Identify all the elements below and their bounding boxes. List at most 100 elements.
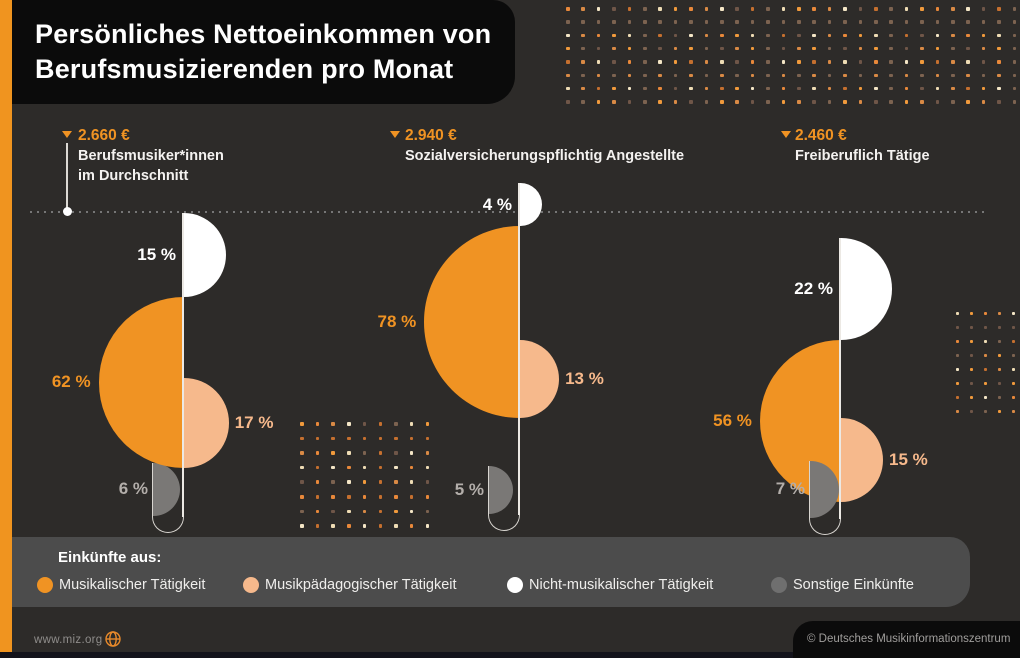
dot-pattern-mid-right: [956, 396, 959, 399]
dot-pattern-top-right: [581, 7, 585, 11]
dot-pattern-mid-left: [300, 422, 304, 426]
pct-label-musikalischer-t-tigkeit: 78 %: [377, 312, 417, 332]
dot-pattern-top-right: [612, 7, 616, 11]
dot-pattern-top-right: [889, 73, 893, 77]
dot-pattern-top-right: [874, 60, 878, 64]
dot-pattern-mid-left: [362, 480, 367, 484]
page-title: Persönliches Nettoeinkommen von Berufsmus…: [35, 19, 492, 84]
dot-pattern-top-right: [720, 33, 724, 38]
dot-pattern-top-right: [920, 86, 924, 91]
dot-pattern-mid-left: [331, 524, 335, 528]
dot-pattern-mid-right: [984, 382, 987, 385]
dot-pattern-top-right: [812, 7, 816, 11]
dot-pattern-top-right: [981, 86, 986, 91]
dot-pattern-mid-right: [998, 396, 1001, 399]
dot-pattern-top-right: [843, 100, 847, 104]
dot-pattern-top-right: [889, 46, 893, 51]
dot-pattern-top-right: [997, 73, 1001, 77]
dot-pattern-mid-right: [984, 410, 987, 413]
dot-pattern-top-right: [935, 20, 940, 24]
dot-pattern-top-right: [1012, 60, 1017, 64]
dot-pattern-top-right: [627, 100, 632, 104]
average-income-dotted-line: [30, 211, 988, 213]
legend-title: Einkünfte aus:: [58, 549, 162, 566]
dot-pattern-top-right: [966, 7, 970, 11]
dot-pattern-top-right: [797, 100, 801, 104]
dot-pattern-top-right: [658, 73, 662, 77]
dot-pattern-top-right: [735, 86, 739, 91]
dot-pattern-mid-left: [394, 509, 398, 514]
dot-pattern-top-right: [889, 7, 893, 11]
footer-website-link[interactable]: www.miz.org: [34, 634, 103, 646]
dot-pattern-mid-left: [347, 495, 351, 499]
dot-pattern-mid-left: [409, 495, 414, 499]
dot-pattern-mid-left: [300, 451, 304, 455]
dot-pattern-top-right: [643, 73, 647, 77]
dot-pattern-mid-left: [315, 422, 320, 426]
note-tube-outline: [152, 462, 184, 533]
dot-pattern-top-right: [904, 20, 909, 24]
dot-pattern-top-right: [889, 60, 893, 64]
dot-pattern-top-right: [843, 20, 847, 24]
note-stem: [182, 213, 184, 517]
dot-pattern-top-right: [904, 7, 909, 11]
dot-pattern-top-right: [920, 20, 924, 24]
dot-pattern-top-right: [1012, 100, 1017, 104]
dot-pattern-mid-left: [378, 480, 382, 484]
left-accent-strip: [0, 0, 12, 652]
dot-pattern-top-right: [997, 20, 1001, 24]
dot-pattern-top-right: [812, 33, 816, 38]
dot-pattern-top-right: [612, 46, 616, 51]
group-average-value: 2.660 €: [78, 127, 130, 144]
dot-pattern-mid-left: [347, 524, 351, 528]
dot-pattern-top-right: [612, 20, 616, 24]
segment-nicht-musikalischer-t-tigkeit: [520, 183, 542, 227]
dot-pattern-mid-right: [1012, 368, 1015, 371]
pct-label-nicht-musikalischer-t-tigkeit: 15 %: [137, 245, 176, 264]
dot-pattern-top-right: [766, 20, 770, 24]
dot-pattern-top-right: [1012, 33, 1017, 38]
pct-label-musikp-dagogischer-t-tigkeit: 13 %: [565, 368, 604, 388]
dot-pattern-mid-right: [970, 382, 973, 385]
dot-pattern-top-right: [566, 7, 570, 11]
dot-pattern-top-right: [966, 60, 970, 64]
dot-pattern-mid-left: [409, 524, 414, 528]
dot-pattern-top-right: [566, 73, 570, 77]
dot-pattern-mid-left: [362, 509, 367, 514]
dot-pattern-mid-left: [425, 509, 430, 514]
dot-pattern-top-right: [673, 20, 678, 24]
dot-pattern-top-right: [673, 46, 678, 51]
dot-pattern-top-right: [843, 60, 847, 64]
dot-pattern-top-right: [643, 100, 647, 104]
dot-pattern-mid-left: [378, 495, 382, 499]
dot-pattern-mid-left: [409, 480, 414, 484]
dot-pattern-mid-left: [362, 495, 367, 499]
dot-pattern-top-right: [689, 86, 693, 91]
legend-dot-sonstige-eink-nfte: [771, 577, 787, 593]
dot-pattern-top-right: [827, 100, 832, 104]
dot-pattern-top-right: [874, 73, 878, 77]
dot-pattern-top-right: [689, 7, 693, 11]
dot-pattern-top-right: [781, 33, 786, 38]
dot-pattern-top-right: [889, 100, 893, 104]
dot-pattern-top-right: [874, 100, 878, 104]
dot-pattern-top-right: [750, 73, 755, 77]
pct-label-musikalischer-t-tigkeit: 56 %: [713, 410, 752, 430]
segment-musikalischer-t-tigkeit: [424, 226, 520, 418]
dot-pattern-mid-right: [956, 326, 959, 329]
dot-pattern-top-right: [673, 33, 678, 38]
dot-pattern-mid-left: [362, 524, 367, 528]
dot-pattern-top-right: [874, 33, 878, 38]
pct-label-sonstige-eink-nfte: 6 %: [118, 479, 148, 499]
dot-pattern-top-right: [781, 7, 786, 11]
legend-label-musikalischer-t-tigkeit: Musikalischer Tätigkeit: [59, 577, 206, 593]
dot-pattern-top-right: [596, 33, 601, 38]
dot-pattern-mid-left: [409, 509, 414, 514]
average-marker-line: [66, 143, 68, 211]
dot-pattern-top-right: [827, 20, 832, 24]
dot-pattern-top-right: [874, 46, 878, 51]
dot-pattern-top-right: [858, 7, 863, 11]
dot-pattern-mid-left: [409, 436, 414, 441]
dot-pattern-mid-left: [378, 436, 382, 441]
dot-pattern-top-right: [720, 7, 724, 11]
